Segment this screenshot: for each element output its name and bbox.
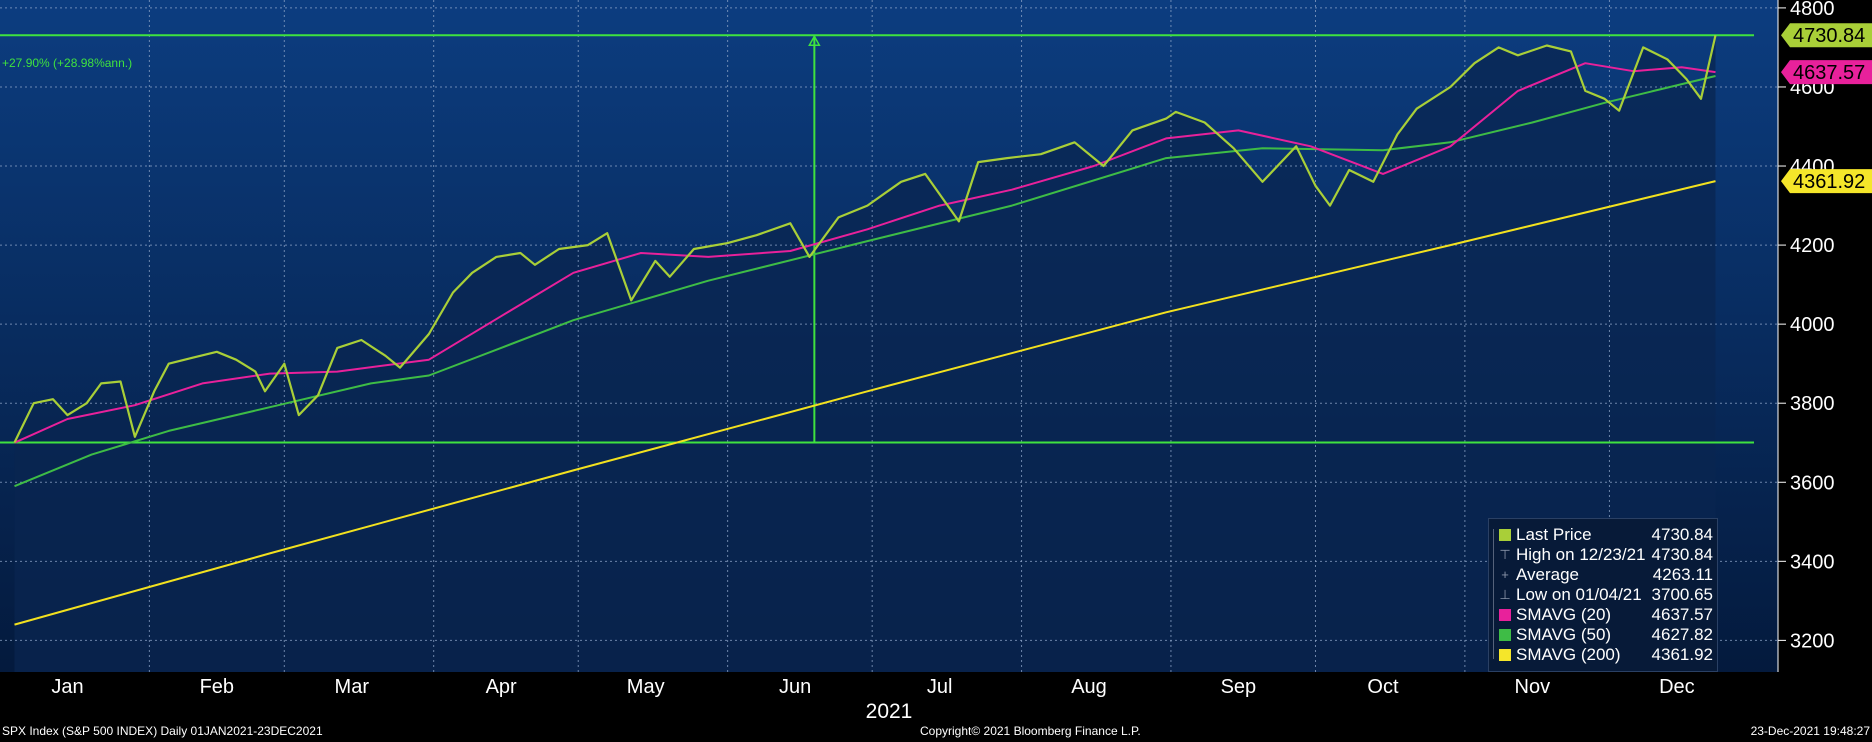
price-area-fill xyxy=(14,35,1716,672)
x-month-label: Aug xyxy=(1071,676,1107,698)
series-line-smavg-200 xyxy=(14,180,1716,626)
x-month-label: Oct xyxy=(1367,676,1399,698)
price-tag-value: 4361.92 xyxy=(1793,171,1865,193)
legend-value: 4637.57 xyxy=(1651,605,1713,624)
y-tick-label: 4000 xyxy=(1790,314,1835,336)
y-tick-label: 3800 xyxy=(1790,393,1835,415)
legend-marker-icon: ⊥ xyxy=(1499,587,1511,602)
legend-label: SMAVG (200) xyxy=(1516,645,1621,664)
y-tick-label: 3400 xyxy=(1790,551,1835,573)
price-tag: 4637.57 xyxy=(1781,60,1872,85)
footer-timestamp: 23-Dec-2021 19:48:27 xyxy=(1750,724,1870,738)
price-tag-value: 4730.84 xyxy=(1793,25,1865,47)
y-tick-label: 4200 xyxy=(1790,235,1835,257)
chart-legend: Last Price 4730.84 ⊤ High on 12/23/21 4730.8… xyxy=(1488,518,1718,672)
legend-value: 4263.11 xyxy=(1652,565,1713,584)
x-month-label: Mar xyxy=(335,676,370,698)
series-line-smavg-50 xyxy=(14,75,1716,488)
legend-row: ⊤ High on 12/23/21 4730.84 xyxy=(1499,545,1713,565)
legend-tree-line xyxy=(1493,529,1494,659)
footer-security-info: SPX Index (S&P 500 INDEX) Daily 01JAN202… xyxy=(2,724,323,738)
y-tick-label: 3600 xyxy=(1790,472,1835,494)
horizontal-gridlines xyxy=(0,7,1778,641)
legend-swatch xyxy=(1499,529,1511,541)
legend-row: + Average 4263.11 xyxy=(1499,565,1713,585)
x-month-label: Jul xyxy=(927,676,953,698)
legend-row: SMAVG (20) 4637.57 xyxy=(1499,605,1713,625)
legend-value: 4627.82 xyxy=(1651,625,1713,644)
x-axis-background xyxy=(0,672,1872,724)
x-month-label: Nov xyxy=(1515,676,1551,698)
x-month-label: Feb xyxy=(200,676,234,698)
legend-label: SMAVG (50) xyxy=(1516,625,1612,644)
series-lines xyxy=(13,34,1717,626)
price-tag-value: 4637.57 xyxy=(1793,62,1865,84)
legend-label: Average xyxy=(1516,565,1580,584)
footer-copyright: Copyright© 2021 Bloomberg Finance L.P. xyxy=(920,724,1141,738)
legend-value: 4361.92 xyxy=(1651,645,1713,664)
price-tag-bg xyxy=(1781,60,1872,85)
legend-value: 4730.84 xyxy=(1651,545,1713,564)
legend-label: Low on 01/04/21 xyxy=(1516,585,1642,604)
x-month-label: Apr xyxy=(486,676,517,698)
x-month-label: Dec xyxy=(1659,676,1695,698)
legend-swatch xyxy=(1499,609,1511,621)
legend-row: Last Price 4730.84 xyxy=(1499,525,1713,545)
series-line-last-price xyxy=(13,34,1717,443)
series-line-smavg-20 xyxy=(14,62,1716,444)
legend-row: SMAVG (50) 4627.82 xyxy=(1499,625,1713,645)
y-axis-background xyxy=(1778,0,1872,672)
x-month-label: May xyxy=(627,676,665,698)
legend-label: High on 12/23/21 xyxy=(1516,545,1646,564)
x-month-label: Jun xyxy=(779,676,811,698)
price-tag: 4361.92 xyxy=(1781,169,1872,194)
x-axis-year-label: 2021 xyxy=(866,700,913,723)
vertical-gridlines xyxy=(148,0,1610,672)
legend-value: 4730.84 xyxy=(1651,525,1713,544)
x-month-label: Jan xyxy=(51,676,83,698)
y-tick-label: 4800 xyxy=(1790,0,1835,20)
y-tick-label: 3200 xyxy=(1790,630,1835,652)
price-tag-bg xyxy=(1781,169,1872,194)
legend-label: Last Price xyxy=(1516,525,1592,544)
price-tag-bg xyxy=(1781,23,1872,48)
legend-value: 3700.65 xyxy=(1651,585,1713,604)
x-month-label: Sep xyxy=(1221,676,1257,698)
legend-row: SMAVG (200) 4361.92 xyxy=(1499,645,1713,665)
range-arrow-marker xyxy=(808,34,821,46)
legend-marker-icon: + xyxy=(1501,567,1509,582)
price-tags: 4730.84 4637.57 4361.92 xyxy=(1781,23,1872,194)
legend-swatch xyxy=(1499,629,1511,641)
performance-label: +27.90% (+28.98%ann.) xyxy=(2,56,132,70)
high-low-range-lines xyxy=(0,34,1754,444)
legend-marker-icon: ⊤ xyxy=(1499,547,1511,562)
price-tag: 4730.84 xyxy=(1781,23,1872,48)
legend-row: ⊥ Low on 01/04/21 3700.65 xyxy=(1499,585,1713,605)
x-axis-months: Jan Feb Mar Apr May Jun Jul Aug Sep Oct Nov Dec xyxy=(51,676,1694,698)
legend-label: SMAVG (20) xyxy=(1516,605,1612,624)
legend-swatch xyxy=(1499,649,1511,661)
